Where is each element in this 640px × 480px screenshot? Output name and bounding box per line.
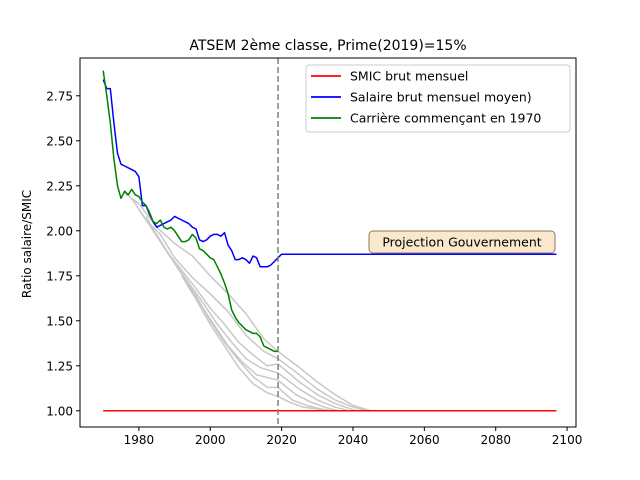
background-career-lines bbox=[124, 192, 372, 412]
x-tick-label: 2080 bbox=[480, 433, 511, 447]
y-tick-label: 2.75 bbox=[46, 89, 73, 103]
chart-title: ATSEM 2ème classe, Prime(2019)=15% bbox=[189, 38, 466, 54]
y-tick-label: 2.25 bbox=[46, 179, 73, 193]
y-axis-label: Ratio salaire/SMIC bbox=[20, 190, 34, 298]
background-line-2 bbox=[138, 208, 357, 412]
background-line-0 bbox=[124, 192, 372, 412]
salaire-moyen-line bbox=[102, 79, 557, 268]
legend: SMIC brut mensuel Salaire brut mensuel m… bbox=[305, 64, 571, 133]
annotation-label: Projection Gouvernement bbox=[382, 235, 541, 250]
background-line-1 bbox=[131, 197, 368, 412]
x-tick-label: 2040 bbox=[338, 433, 369, 447]
projection-annotation: Projection Gouvernement bbox=[368, 230, 556, 254]
x-tick-label: 2060 bbox=[409, 433, 440, 447]
y-tick-label: 1.25 bbox=[46, 359, 73, 373]
x-axis-ticks: 1980 2000 2020 2040 2060 2080 2100 bbox=[124, 427, 583, 447]
legend-label-smic: SMIC brut mensuel bbox=[350, 69, 468, 84]
y-tick-label: 2.50 bbox=[46, 134, 73, 148]
annotation-box bbox=[368, 230, 556, 254]
y-tick-label: 1.75 bbox=[46, 269, 73, 283]
x-tick-label: 1980 bbox=[124, 433, 155, 447]
y-axis-ticks: 1.00 1.25 1.50 1.75 2.00 2.25 2.50 2.75 bbox=[46, 89, 80, 418]
y-tick-label: 1.50 bbox=[46, 314, 73, 328]
legend-box bbox=[305, 64, 571, 133]
x-tick-label: 2100 bbox=[552, 433, 583, 447]
background-line-6 bbox=[181, 275, 329, 412]
background-line-5 bbox=[166, 251, 332, 412]
legend-label-carriere: Carrière commençant en 1970 bbox=[350, 111, 541, 126]
plot-area-frame bbox=[79, 57, 577, 428]
x-tick-label: 2000 bbox=[195, 433, 226, 447]
legend-label-salaire: Salaire brut mensuel moyen) bbox=[350, 90, 532, 105]
y-tick-label: 1.00 bbox=[46, 404, 73, 418]
carriere-1970-line bbox=[102, 70, 278, 353]
series-lines bbox=[102, 70, 557, 412]
x-tick-label: 2020 bbox=[266, 433, 297, 447]
y-tick-label: 2.00 bbox=[46, 224, 73, 238]
